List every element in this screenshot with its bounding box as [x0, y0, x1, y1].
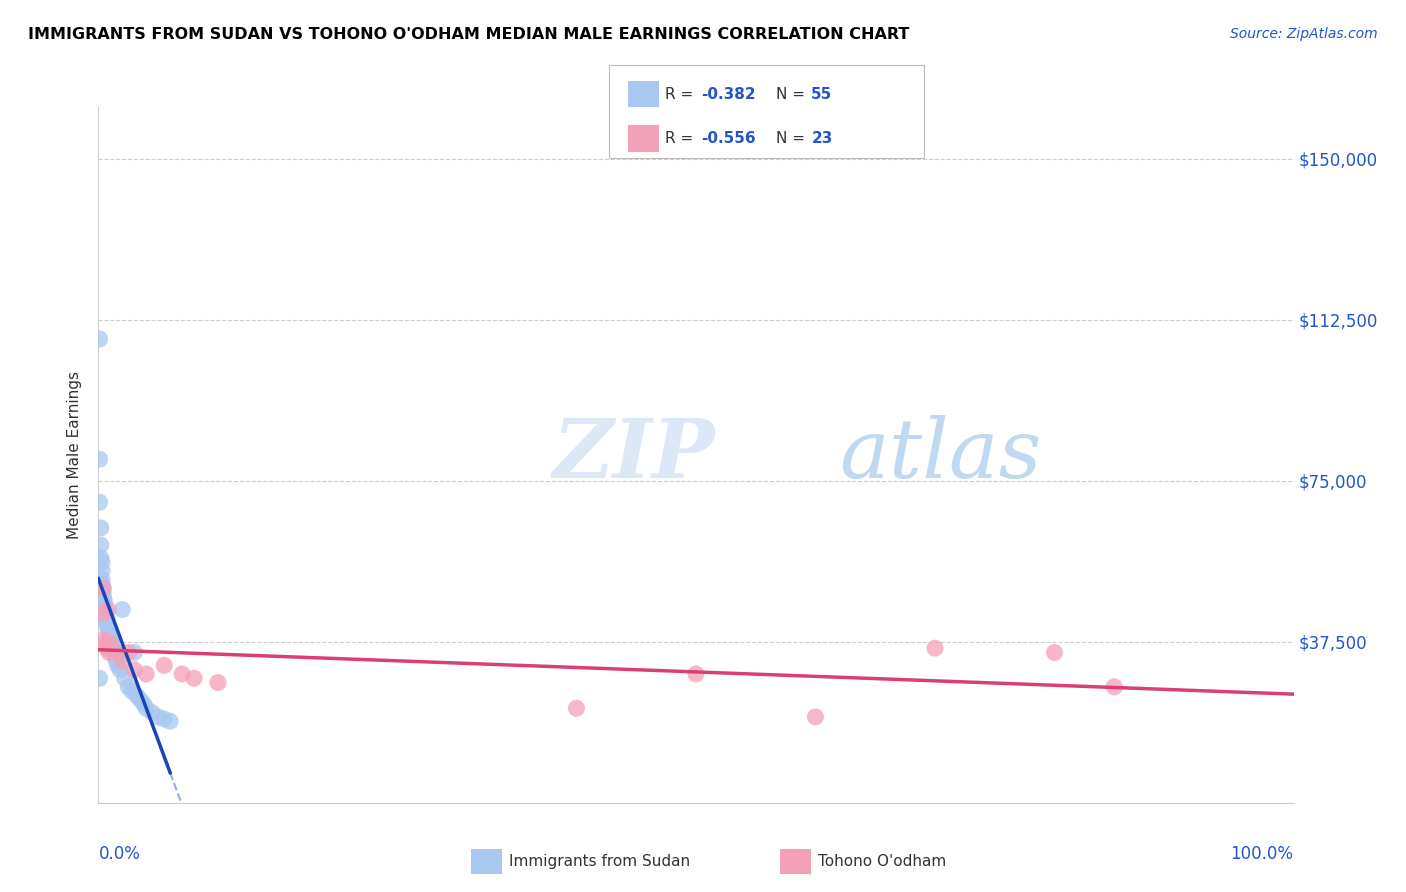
Text: Source: ZipAtlas.com: Source: ZipAtlas.com — [1230, 27, 1378, 41]
Point — [172, 667, 194, 681]
Point — [105, 645, 128, 659]
Point — [93, 602, 115, 616]
Point — [93, 599, 115, 613]
Point — [90, 521, 112, 535]
Text: IMMIGRANTS FROM SUDAN VS TOHONO O'ODHAM MEDIAN MALE EARNINGS CORRELATION CHART: IMMIGRANTS FROM SUDAN VS TOHONO O'ODHAM … — [28, 27, 910, 42]
Point — [104, 649, 127, 664]
Point — [565, 701, 588, 715]
Y-axis label: Median Male Earnings: Median Male Earnings — [67, 371, 83, 539]
Text: atlas: atlas — [839, 415, 1042, 495]
Point — [121, 684, 143, 698]
Point — [153, 658, 176, 673]
Point — [91, 576, 114, 591]
Text: 23: 23 — [811, 131, 832, 146]
Point — [132, 697, 155, 711]
Point — [100, 637, 122, 651]
Point — [101, 641, 124, 656]
Point — [117, 645, 139, 659]
Point — [685, 667, 707, 681]
Text: N =: N = — [776, 87, 810, 102]
Point — [96, 615, 118, 630]
Point — [107, 658, 129, 673]
Point — [93, 594, 115, 608]
Text: -0.556: -0.556 — [702, 131, 756, 146]
Point — [97, 602, 120, 616]
Point — [91, 590, 114, 604]
Point — [91, 581, 114, 595]
Point — [159, 714, 181, 729]
Point — [98, 628, 121, 642]
Point — [98, 645, 121, 659]
Text: -0.382: -0.382 — [702, 87, 756, 102]
Point — [93, 632, 115, 647]
Point — [135, 667, 157, 681]
Text: 55: 55 — [811, 87, 832, 102]
Point — [114, 671, 136, 685]
Point — [94, 605, 117, 619]
Point — [1102, 680, 1125, 694]
Point — [91, 555, 114, 569]
Text: R =: R = — [665, 87, 699, 102]
Point — [91, 594, 114, 608]
Point — [1043, 645, 1066, 659]
Point — [94, 609, 117, 624]
Point — [91, 585, 114, 599]
Point — [97, 620, 120, 634]
Point — [153, 712, 176, 726]
Point — [89, 671, 111, 685]
Point — [111, 602, 134, 616]
Point — [96, 613, 118, 627]
Point — [90, 551, 112, 566]
Point — [124, 645, 146, 659]
Point — [91, 581, 114, 595]
Point — [96, 641, 118, 656]
Point — [207, 675, 229, 690]
Point — [98, 624, 121, 638]
Point — [93, 600, 115, 615]
Point — [89, 332, 111, 346]
Point — [91, 607, 114, 621]
Point — [108, 663, 131, 677]
Point — [91, 564, 114, 578]
Point — [91, 581, 114, 595]
Point — [117, 680, 139, 694]
Point — [89, 452, 111, 467]
Point — [129, 692, 152, 706]
Point — [924, 641, 946, 656]
Point — [90, 538, 112, 552]
Point — [98, 634, 122, 648]
Point — [91, 573, 114, 587]
Point — [124, 663, 146, 677]
Point — [94, 607, 117, 621]
Point — [96, 611, 118, 625]
Point — [98, 637, 122, 651]
Text: 0.0%: 0.0% — [98, 845, 141, 863]
Point — [135, 701, 157, 715]
Point — [105, 654, 128, 668]
Text: 100.0%: 100.0% — [1230, 845, 1294, 863]
Point — [97, 622, 120, 636]
Text: Tohono O'odham: Tohono O'odham — [818, 855, 946, 869]
Point — [94, 637, 117, 651]
Point — [98, 632, 122, 647]
Point — [804, 710, 827, 724]
Point — [100, 632, 122, 647]
Point — [103, 643, 125, 657]
Point — [125, 689, 148, 703]
Point — [89, 495, 111, 509]
Point — [97, 617, 120, 632]
Point — [141, 706, 163, 720]
Point — [148, 710, 170, 724]
Point — [183, 671, 205, 685]
Text: N =: N = — [776, 131, 810, 146]
Text: Immigrants from Sudan: Immigrants from Sudan — [509, 855, 690, 869]
Point — [98, 631, 122, 645]
Text: R =: R = — [665, 131, 699, 146]
Text: ZIP: ZIP — [553, 415, 716, 495]
Point — [111, 654, 134, 668]
